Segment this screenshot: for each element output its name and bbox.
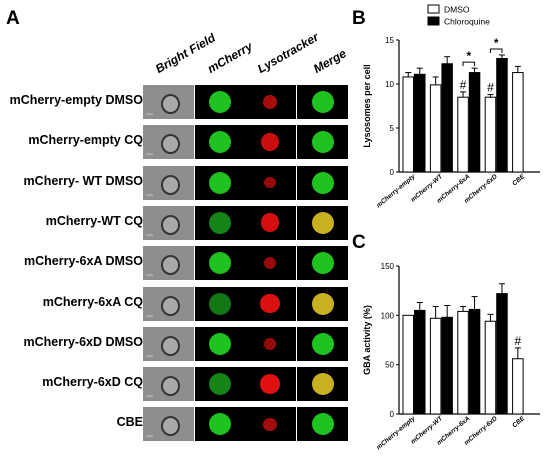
lysotracker-image: [245, 367, 296, 402]
row-label: mCherry- WT DMSO: [23, 173, 143, 188]
bright-field-image: 7 μm: [143, 85, 194, 119]
significance-bracket: [489, 48, 503, 53]
row-label: CBE: [116, 415, 143, 430]
bright-field-image: 7 μm: [143, 125, 194, 160]
bar-dmso: [457, 310, 469, 415]
mcherry-image: [195, 205, 246, 240]
bright-field-image: 7 μm: [143, 367, 194, 402]
bar-chloroquine: [496, 293, 508, 415]
bright-field-image: 7 μm: [143, 407, 194, 442]
y-tick-label: 0: [390, 168, 395, 177]
y-tick-label: 0: [390, 410, 395, 419]
merge-image: [297, 205, 348, 240]
lysotracker-image: [245, 286, 296, 321]
row-label: mCherry-WT CQ: [45, 213, 143, 228]
legend-swatch-dmso: [427, 4, 440, 14]
lysotracker-image: [245, 125, 296, 160]
column-header-merge: Merge: [311, 46, 349, 76]
hash-mark: #: [515, 334, 522, 348]
row-label: mCherry-empty CQ: [28, 133, 143, 148]
y-tick-label: 100: [381, 311, 395, 320]
bright-field-image: 7 μm: [143, 246, 194, 281]
lysotracker-image: [245, 205, 296, 240]
bar-dmso: [429, 84, 442, 173]
row-label: mCherry-6xA DMSO: [23, 254, 143, 269]
bar-dmso: [484, 320, 497, 415]
bar-chloroquine: [468, 72, 481, 173]
y-tick-label: 150: [381, 262, 395, 271]
row-label: mCherry-6xA CQ: [42, 294, 143, 309]
row-label: mCherry-6xD DMSO: [23, 334, 143, 349]
mcherry-image: [195, 286, 246, 321]
mcherry-image: [195, 407, 246, 442]
significance-bracket: [462, 61, 476, 67]
legend-swatch-chloroquine: [427, 16, 440, 26]
x-tick-label: CBE: [511, 415, 527, 430]
merge-image: [297, 326, 348, 361]
lysotracker-image: [245, 407, 296, 442]
merge-image: [297, 246, 348, 281]
bar-dmso: [457, 96, 469, 173]
bar-dmso: [512, 358, 524, 415]
bar-dmso: [429, 317, 442, 415]
panel-a-letter: A: [6, 8, 20, 29]
significance-star: *: [494, 36, 499, 50]
column-header-lysotracker: Lysotracker: [255, 29, 321, 76]
row-label: mCherry-empty DMSO: [9, 93, 143, 107]
bright-field-image: 7 μm: [143, 286, 194, 321]
lysotracker-image: [245, 326, 296, 361]
bright-field-image: 7 μm: [143, 326, 194, 361]
row-label: mCherry-6xD CQ: [42, 375, 143, 390]
bar-chloroquine: [414, 309, 426, 415]
lysotracker-image: [245, 165, 296, 200]
bar-chloroquine: [496, 57, 508, 173]
lysotracker-image: [245, 85, 296, 119]
bright-field-image: 7 μm: [143, 205, 194, 240]
y-tick-label: 50: [385, 361, 394, 370]
bar-dmso: [512, 72, 524, 173]
merge-image: [297, 165, 348, 200]
y-axis-label: Lysosomes per cell: [362, 64, 372, 147]
y-axis-label: GBA activity (%): [362, 305, 372, 375]
mcherry-image: [195, 85, 246, 119]
x-tick-label: mCherry-empty: [375, 415, 417, 451]
merge-image: [297, 85, 348, 119]
bar-chloroquine: [441, 316, 453, 415]
bar-dmso: [484, 96, 497, 173]
y-tick-label: 5: [390, 124, 395, 133]
legend-label-dmso: DMSO: [444, 5, 470, 15]
panel-b-letter: B: [352, 8, 366, 29]
mcherry-image: [195, 246, 246, 281]
legend-label-chloroquine: Chloroquine: [444, 17, 490, 27]
hash-mark: #: [487, 81, 494, 95]
lysotracker-image: [245, 246, 296, 281]
mcherry-image: [195, 125, 246, 160]
x-tick-label: mCherry-empty: [375, 173, 417, 209]
bar-chloroquine: [414, 73, 426, 173]
significance-star: *: [466, 49, 471, 63]
merge-image: [297, 367, 348, 402]
mcherry-image: [195, 367, 246, 402]
mcherry-image: [195, 165, 246, 200]
panel-c-letter: C: [352, 232, 366, 253]
bar-chloroquine: [468, 308, 481, 415]
y-tick-label: 10: [385, 80, 394, 89]
mcherry-image: [195, 326, 246, 361]
merge-image: [297, 125, 348, 160]
y-tick-label: 15: [385, 36, 394, 45]
bar-chloroquine: [441, 63, 453, 173]
merge-image: [297, 286, 348, 321]
bar-dmso: [402, 76, 415, 173]
hash-mark: #: [460, 78, 467, 92]
merge-image: [297, 407, 348, 442]
bar-dmso: [402, 314, 415, 415]
x-tick-label: CBE: [511, 173, 527, 188]
bright-field-image: 7 μm: [143, 165, 194, 200]
